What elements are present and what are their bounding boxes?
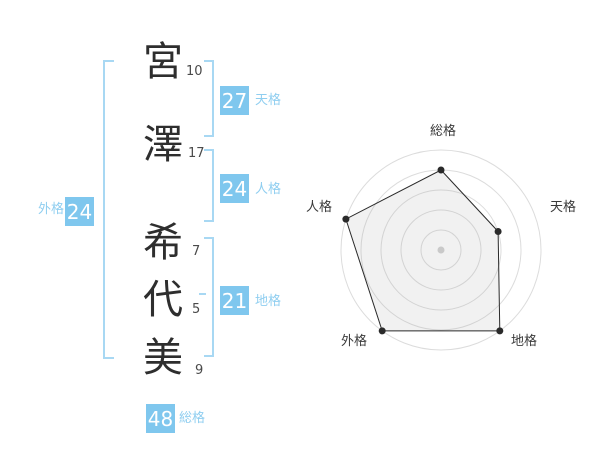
radar-center-dot — [437, 246, 445, 254]
stroke-count-2: 17 — [188, 146, 205, 161]
radar-data-points — [342, 166, 504, 335]
stroke-count-5: 9 — [195, 363, 204, 378]
radar-axis-label-jinkaku: 人格 — [306, 199, 332, 215]
radar-grid-rings — [340, 149, 542, 351]
jinkaku-badge-label: 人格 — [255, 182, 282, 197]
chikaku-badge: 21 — [220, 286, 249, 315]
gaikaku-bracket — [103, 60, 114, 359]
name-character-1: 宮 — [143, 39, 183, 85]
stroke-count-1: 10 — [186, 64, 203, 79]
radar-data-polygon — [345, 169, 501, 332]
chikaku-bracket — [204, 237, 214, 357]
tenkaku-badge-label: 天格 — [255, 93, 282, 108]
name-character-4: 代 — [143, 277, 183, 323]
stroke-count-4: 5 — [192, 302, 201, 317]
gaikaku-badge: 24 — [65, 197, 94, 226]
tenkaku-bracket — [204, 60, 214, 137]
radar-axis-label-soukaku: 総格 — [430, 123, 456, 139]
name-character-3: 希 — [143, 220, 183, 266]
chikaku-bracket-dash — [199, 293, 206, 295]
gaikaku-badge-label: 外格 — [38, 202, 65, 217]
soukaku-badge-label: 総格 — [179, 411, 206, 426]
chikaku-badge-label: 地格 — [255, 294, 282, 309]
jinkaku-bracket — [204, 149, 214, 222]
radar-axis-label-tenkaku: 天格 — [550, 199, 576, 215]
name-character-5: 美 — [143, 335, 183, 381]
jinkaku-badge: 24 — [220, 174, 249, 203]
name-character-2: 澤 — [143, 122, 183, 168]
stroke-count-3: 7 — [192, 244, 201, 259]
radar-chart: 総格 天格 地格 外格 人格 — [306, 123, 576, 351]
radar-axis-label-gaikaku: 外格 — [341, 333, 367, 349]
soukaku-badge: 48 — [146, 404, 175, 433]
radar-axis-label-chikaku: 地格 — [511, 333, 537, 349]
tenkaku-badge: 27 — [220, 86, 249, 115]
